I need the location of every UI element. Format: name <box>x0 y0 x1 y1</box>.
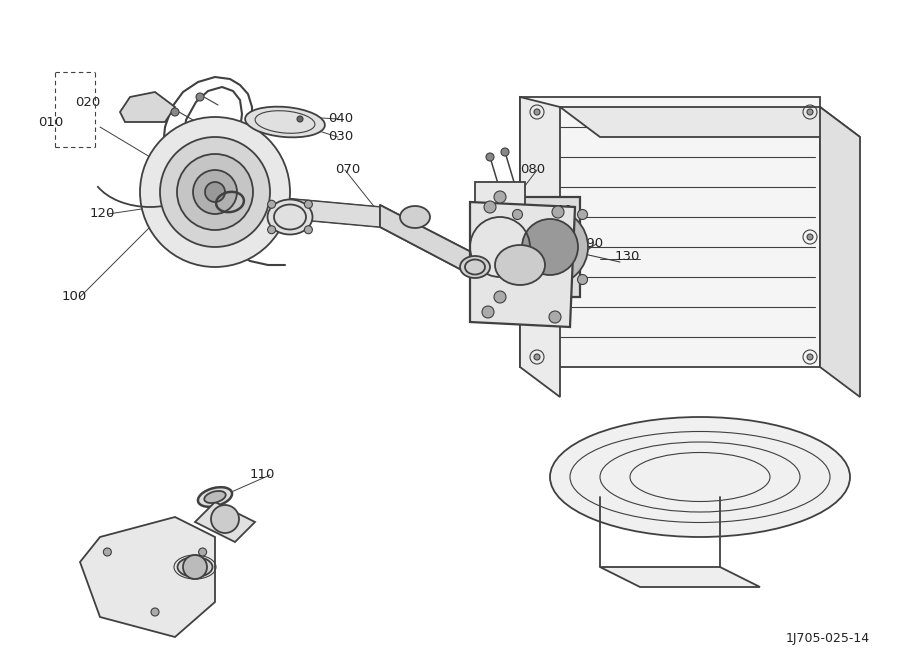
Circle shape <box>501 148 508 156</box>
Text: 030: 030 <box>328 131 353 143</box>
Polygon shape <box>474 182 525 312</box>
Polygon shape <box>80 517 215 637</box>
Circle shape <box>267 200 276 208</box>
Circle shape <box>806 109 812 115</box>
Circle shape <box>183 555 207 579</box>
Ellipse shape <box>494 245 544 285</box>
Circle shape <box>494 191 505 203</box>
Text: 140: 140 <box>548 205 573 217</box>
Polygon shape <box>519 97 819 367</box>
Circle shape <box>806 234 812 240</box>
Circle shape <box>512 209 587 285</box>
Circle shape <box>521 219 577 275</box>
Circle shape <box>210 505 239 533</box>
Text: 090: 090 <box>577 237 603 251</box>
Text: 060: 060 <box>558 223 583 237</box>
Polygon shape <box>119 92 175 122</box>
Circle shape <box>160 137 269 247</box>
Ellipse shape <box>550 417 849 537</box>
Text: 070: 070 <box>335 163 360 177</box>
Circle shape <box>485 153 494 161</box>
Circle shape <box>304 200 312 208</box>
Ellipse shape <box>244 107 324 137</box>
Circle shape <box>533 109 539 115</box>
Circle shape <box>199 548 207 556</box>
Circle shape <box>176 154 253 230</box>
Ellipse shape <box>198 487 232 507</box>
Circle shape <box>512 275 522 285</box>
Text: 080: 080 <box>519 163 545 177</box>
Circle shape <box>533 234 539 240</box>
Circle shape <box>533 354 539 360</box>
Circle shape <box>304 225 312 233</box>
Polygon shape <box>195 502 255 542</box>
Polygon shape <box>599 567 759 587</box>
Circle shape <box>196 93 204 101</box>
Circle shape <box>267 225 276 233</box>
Polygon shape <box>519 97 560 397</box>
Ellipse shape <box>400 206 429 228</box>
Circle shape <box>577 275 587 285</box>
Ellipse shape <box>460 256 490 278</box>
Circle shape <box>806 354 812 360</box>
Circle shape <box>140 117 289 267</box>
Text: 100: 100 <box>62 291 87 303</box>
Circle shape <box>494 291 505 303</box>
Polygon shape <box>470 202 574 327</box>
Circle shape <box>151 608 159 616</box>
Circle shape <box>103 548 111 556</box>
Text: 050: 050 <box>228 243 253 255</box>
Text: 040: 040 <box>328 113 353 125</box>
Text: 110: 110 <box>250 468 275 480</box>
Text: 120: 120 <box>90 207 115 221</box>
Polygon shape <box>519 197 579 297</box>
Polygon shape <box>380 205 474 277</box>
Circle shape <box>482 306 494 318</box>
Ellipse shape <box>204 491 225 503</box>
Circle shape <box>512 209 522 219</box>
Polygon shape <box>819 107 859 397</box>
Polygon shape <box>560 107 859 137</box>
Circle shape <box>549 311 561 323</box>
Circle shape <box>483 201 495 213</box>
Ellipse shape <box>267 199 312 235</box>
Ellipse shape <box>177 557 212 577</box>
Circle shape <box>171 108 179 116</box>
Text: 130: 130 <box>614 251 640 263</box>
Circle shape <box>205 182 225 202</box>
Circle shape <box>297 116 302 122</box>
Text: 1J705-025-14: 1J705-025-14 <box>785 632 869 645</box>
Text: 020: 020 <box>75 95 100 109</box>
Polygon shape <box>215 192 380 227</box>
Text: 010: 010 <box>38 115 63 129</box>
Circle shape <box>551 206 563 218</box>
Circle shape <box>577 209 587 219</box>
Circle shape <box>193 170 237 214</box>
